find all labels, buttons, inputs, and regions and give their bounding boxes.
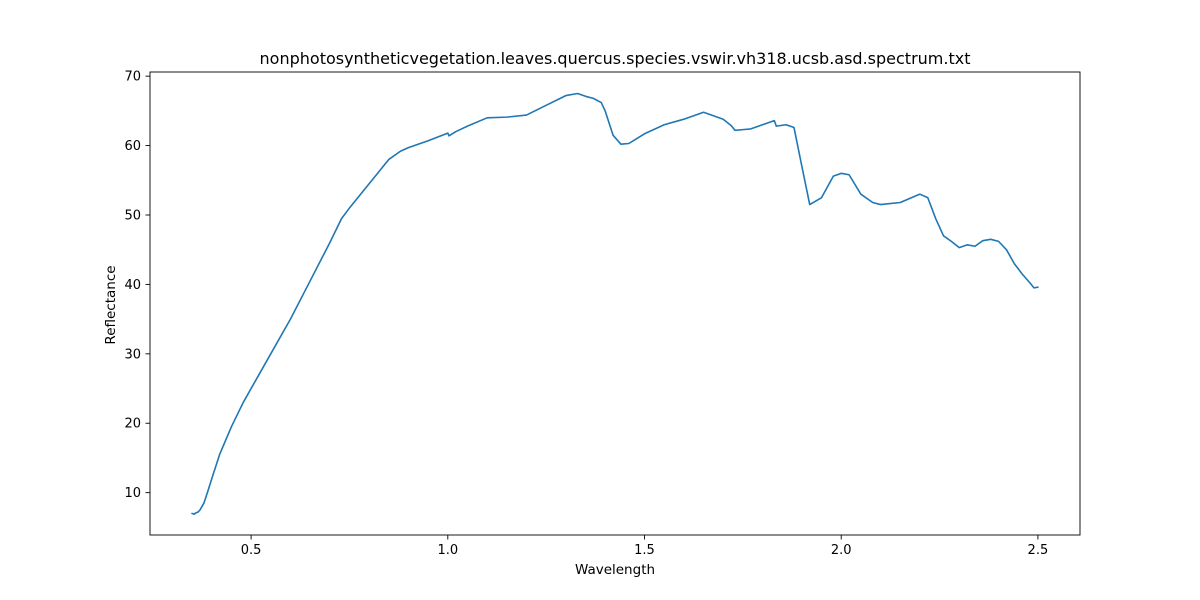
y-tick-label: 30 [124, 347, 141, 362]
y-tick-label: 40 [124, 278, 141, 293]
x-tick-label: 2.5 [1028, 543, 1049, 558]
chart-title: nonphotosyntheticvegetation.leaves.querc… [260, 49, 971, 68]
x-tick-label: 1.5 [634, 543, 655, 558]
y-axis-label: Reflectance [103, 265, 119, 344]
series-line-0 [191, 92, 1039, 515]
y-tick-label: 10 [124, 486, 141, 501]
y-tick-label: 50 [124, 208, 141, 223]
plot-area: 0.5 1.0 1.5 2.0 2.5 10 20 30 40 50 60 70 [124, 70, 1081, 558]
x-tick-label: 0.5 [241, 543, 262, 558]
x-tick-label: 2.0 [831, 543, 852, 558]
axes-frame [149, 71, 1081, 536]
y-tick-label: 60 [124, 139, 141, 154]
x-axis-label: Wavelength [575, 562, 655, 578]
y-tick-label: 70 [124, 70, 141, 85]
y-tick-label: 20 [124, 417, 141, 432]
x-tick-label: 1.0 [437, 543, 458, 558]
